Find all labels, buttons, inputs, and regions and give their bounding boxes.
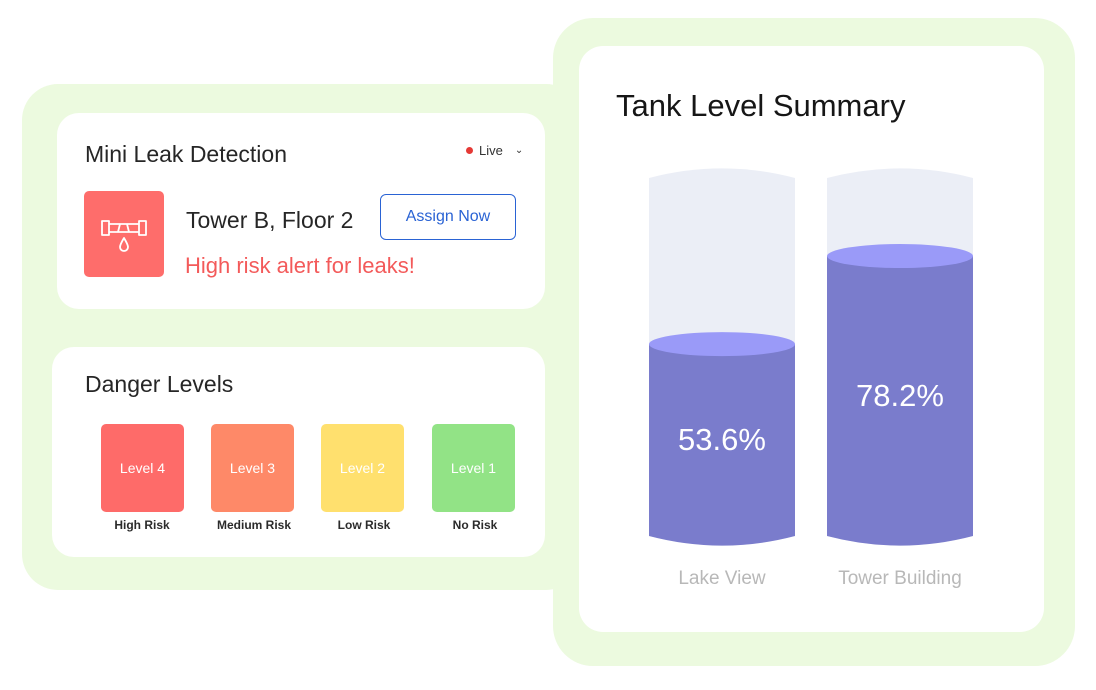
leak-detection-card: Mini Leak Detection Live ⌄ Tower B, Floo… (57, 113, 545, 309)
assign-now-button[interactable]: Assign Now (380, 194, 516, 240)
tank-lake-view (649, 168, 795, 546)
level-2-tile: Level 2 (321, 424, 404, 512)
tank-tower-building-percent: 78.2% (856, 378, 944, 414)
live-dot-icon (466, 147, 473, 154)
pipe-leak-tile (84, 191, 164, 277)
level-1-tile: Level 1 (432, 424, 515, 512)
tank-lake-view-label: Lake View (678, 568, 766, 589)
tank-liquid-surface (649, 332, 795, 357)
tank-liquid (649, 344, 795, 546)
level-4-risk-label: High Risk (114, 518, 170, 532)
level-4-tile: Level 4 (101, 424, 184, 512)
danger-levels-card: Danger Levels Level 4 High Risk Level 3 … (52, 347, 545, 557)
leak-location: Tower B, Floor 2 (186, 207, 354, 233)
tank-liquid (827, 256, 973, 546)
live-dropdown[interactable]: Live ⌄ (466, 143, 523, 158)
tank-level-card: Tank Level Summary 53.6% 78.2% Lake View… (579, 46, 1044, 632)
level-1-risk-label: No Risk (452, 518, 498, 532)
tank-liquid-surface (827, 244, 973, 269)
chevron-down-icon: ⌄ (514, 145, 524, 156)
tank-card-title: Tank Level Summary (616, 88, 906, 123)
live-label: Live (479, 143, 503, 158)
level-3-tile: Level 3 (211, 424, 294, 512)
level-3-risk-label: Medium Risk (216, 518, 291, 532)
danger-card-title: Danger Levels (85, 371, 234, 397)
tank-tower-building-label: Tower Building (838, 568, 962, 589)
leak-card-title: Mini Leak Detection (85, 141, 287, 167)
level-2-risk-label: Low Risk (337, 518, 391, 532)
leak-alert-text: High risk alert for leaks! (185, 253, 415, 278)
pipe-leak-icon (101, 220, 147, 252)
tank-lake-view-percent: 53.6% (678, 422, 766, 458)
tank-tower-building (827, 168, 973, 546)
